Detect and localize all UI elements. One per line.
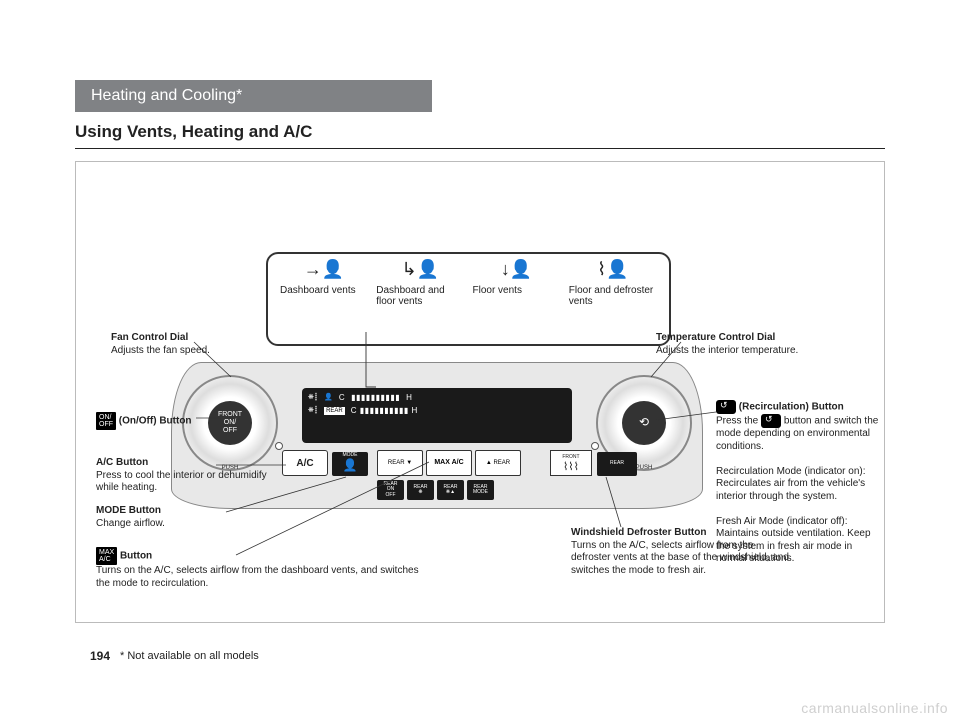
indicator-dot [275,442,283,450]
indicator-dot [591,442,599,450]
section-title: Using Vents, Heating and A/C [75,122,885,149]
vent-floor-defrost: ⌇👤 Floor and defroster vents [565,259,661,339]
callout-defrost: Windshield Defroster Button Turns on the… [571,527,791,577]
vent-floor-defrost-label: Floor and defroster vents [569,285,657,307]
max-ac-button[interactable]: MAX A/C [426,450,472,476]
vent-floor-defrost-icon: ⌇👤 [569,259,657,283]
watermark: carmanualsonline.info [801,700,948,716]
vent-dashboard-icon: →👤 [280,259,368,283]
callout-onoff: ON/OFF (On/Off) Button [96,412,256,430]
vent-floor-icon: ↓👤 [473,259,561,283]
vent-dash-floor: ↳👤 Dashboard and floor vents [372,259,468,339]
figure: →👤 Dashboard vents ↳👤 Dashboard and floo… [75,161,885,623]
recirc-button[interactable]: ⟲ [622,401,666,445]
mode-button[interactable]: MODE 👤 [332,452,368,476]
callout-maxac: MAXA/C Button Turns on the A/C, selects … [96,547,426,590]
recirc-icon [716,400,736,414]
ac-button[interactable]: A/C [282,450,328,476]
rear-up-button[interactable]: ▲ REAR [475,450,521,476]
footnote: * Not available on all models [120,650,259,662]
rear-temp-row: REAR ▼ MAX A/C ▲ REAR [377,450,521,476]
vent-floor-label: Floor vents [473,285,561,296]
callout-mode: MODE Button Change airflow. [96,505,271,530]
onoff-badge-icon: ON/OFF [96,412,116,430]
rear-mode-button[interactable]: REAR MODE [467,480,494,500]
page-number: 194 [90,649,110,663]
callout-temp-dial: Temperature Control Dial Adjusts the int… [656,332,866,357]
vent-dash-floor-icon: ↳👤 [376,259,464,283]
rear-temp-button[interactable]: REAR❋▲ [437,480,464,500]
vent-dashboard-label: Dashboard vents [280,285,368,296]
maxac-badge-icon: MAXA/C [96,547,117,565]
page-content: Heating and Cooling* Using Vents, Heatin… [75,80,885,623]
vent-floor: ↓👤 Floor vents [469,259,565,339]
rear-fan-button[interactable]: REAR❋ [407,480,434,500]
rear-defrost-button[interactable]: REAR [597,452,637,476]
vent-legend: →👤 Dashboard vents ↳👤 Dashboard and floo… [266,252,671,346]
section-bar: Heating and Cooling* [75,80,432,112]
rear-onoff-button[interactable]: REAR ON OFF [377,480,404,500]
vent-dash-floor-label: Dashboard and floor vents [376,285,464,307]
lcd-display: ❋┋👤 C ▮▮▮▮▮▮▮▮▮▮ H ❋┋ REAR C ▮▮▮▮▮▮▮▮▮▮ … [302,388,572,443]
front-defrost-button[interactable]: FRONT ⌇⌇⌇ [550,450,592,476]
rear-down-button[interactable]: REAR ▼ [377,450,423,476]
rear-buttons-row: REAR ON OFF REAR❋ REAR❋▲ REAR MODE [377,480,494,500]
callout-ac: A/C Button Press to cool the interior or… [96,457,271,495]
callout-fan-dial: Fan Control Dial Adjusts the fan speed. [111,332,261,357]
recirc-icon [761,414,781,428]
vent-dashboard: →👤 Dashboard vents [276,259,372,339]
